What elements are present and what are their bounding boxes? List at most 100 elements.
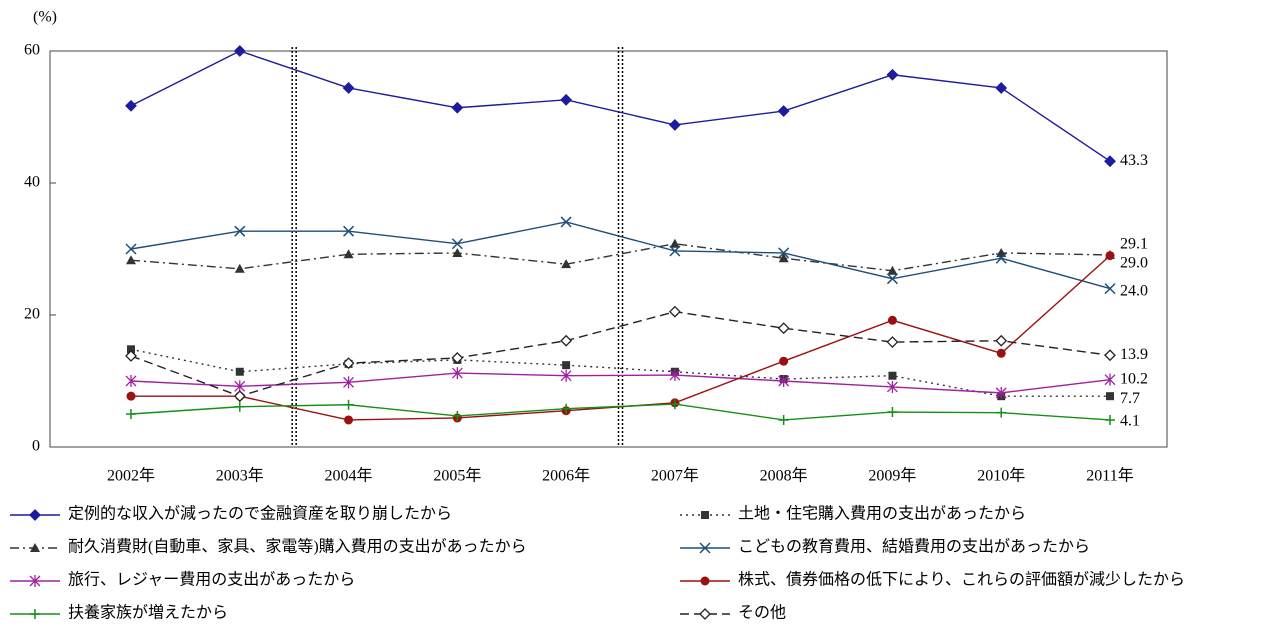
marker	[777, 322, 790, 335]
marker	[234, 263, 245, 273]
legend-label: 耐久消費財(自動車、家具、家電等)購入費用の支出があったから	[68, 538, 527, 556]
x-tick-label: 2009年	[868, 467, 916, 485]
marker	[560, 334, 573, 347]
marker	[668, 119, 681, 131]
legend-label: その他	[738, 604, 786, 622]
y-tick-label: 20	[24, 306, 40, 323]
marker	[887, 315, 897, 325]
x-tick-label: 2005年	[433, 467, 481, 485]
marker	[886, 68, 899, 81]
series-line	[130, 221, 1111, 290]
marker	[1106, 392, 1114, 401]
marker	[995, 252, 1007, 264]
marker	[699, 542, 711, 554]
marker	[562, 361, 571, 370]
series-line	[130, 372, 1111, 394]
marker	[125, 243, 137, 255]
marker	[560, 93, 573, 106]
marker	[778, 414, 789, 425]
marker	[343, 249, 354, 259]
marker	[233, 390, 246, 403]
marker	[127, 345, 135, 354]
y-tick-label: 0	[32, 438, 40, 455]
marker	[125, 99, 137, 112]
x-tick-label: 2007年	[651, 467, 699, 485]
marker	[669, 399, 680, 410]
x-tick-label: 2002年	[107, 467, 155, 485]
marker	[995, 82, 1008, 94]
marker	[701, 511, 709, 519]
marker	[778, 253, 789, 263]
legend-label: 土地・住宅購入費用の支出があったから	[738, 505, 1026, 523]
marker	[995, 334, 1008, 347]
marker	[1104, 283, 1116, 295]
marker	[126, 255, 136, 265]
legend-label: 株式、債券価格の低下により、これらの評価額が減少したから	[738, 571, 1185, 589]
data-label: 43.3	[1120, 152, 1148, 169]
marker	[1104, 373, 1116, 386]
marker	[234, 225, 246, 237]
y-axis-label: (%)	[33, 9, 57, 26]
data-label: 29.0	[1120, 254, 1148, 271]
marker	[1104, 155, 1116, 168]
marker	[995, 386, 1007, 399]
marker	[887, 265, 898, 275]
marker	[30, 609, 40, 619]
legend-label: 旅行、レジャー費用の支出があったから	[68, 571, 355, 589]
series-line	[131, 255, 1111, 421]
marker	[886, 336, 899, 348]
x-tick-label: 2006年	[542, 467, 590, 485]
marker	[126, 391, 136, 401]
y-tick-label: 60	[24, 42, 40, 59]
marker	[451, 351, 464, 364]
marker	[233, 45, 246, 57]
data-label: 29.1	[1120, 236, 1148, 253]
marker	[669, 238, 680, 248]
marker	[343, 376, 355, 389]
marker	[451, 238, 463, 250]
legend-label: こどもの教育費用、結婚費用の支出があったから	[738, 538, 1090, 556]
marker	[342, 357, 355, 370]
marker	[561, 259, 572, 269]
x-tick-label: 2004年	[325, 467, 373, 485]
legend-label: 扶養家族が増えたから	[68, 604, 228, 622]
marker	[560, 216, 572, 228]
marker	[29, 509, 41, 521]
marker	[1105, 414, 1115, 425]
marker	[126, 409, 136, 419]
marker	[343, 399, 354, 410]
marker	[887, 407, 898, 418]
marker	[996, 348, 1006, 358]
x-tick-label: 2008年	[760, 467, 808, 485]
marker	[234, 401, 245, 412]
marker	[452, 247, 463, 257]
marker	[886, 273, 898, 285]
x-tick-label: 2003年	[216, 467, 264, 485]
marker	[700, 576, 710, 586]
marker	[29, 575, 41, 587]
series-line	[130, 348, 1110, 397]
marker	[344, 415, 354, 425]
marker	[668, 305, 681, 318]
marker	[451, 367, 463, 380]
marker	[1104, 349, 1116, 362]
series-line	[130, 310, 1111, 397]
marker	[777, 105, 790, 117]
series-line	[130, 403, 1111, 421]
marker	[30, 543, 40, 552]
plot-frame	[49, 50, 1168, 448]
data-label: 4.1	[1120, 413, 1140, 430]
marker	[778, 247, 790, 259]
marker	[125, 350, 137, 362]
marker	[888, 371, 897, 380]
marker	[343, 225, 355, 237]
marker	[451, 101, 464, 114]
marker	[699, 608, 711, 620]
marker	[342, 82, 355, 94]
y-tick-label: 40	[24, 174, 40, 191]
marker	[452, 410, 463, 421]
marker	[669, 369, 681, 382]
marker	[779, 356, 789, 366]
data-label: 24.0	[1120, 282, 1148, 299]
